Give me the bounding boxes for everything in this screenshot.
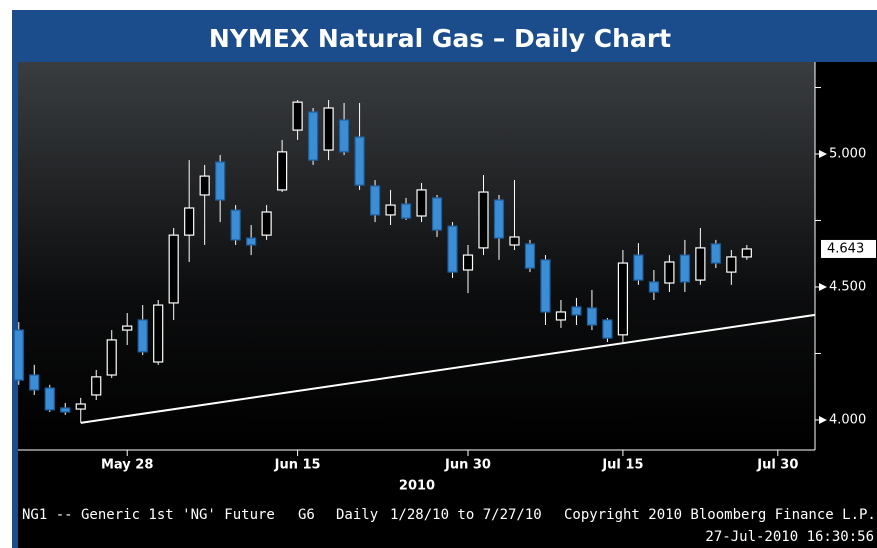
- y-tick-label: 4.500: [829, 279, 866, 294]
- candle-body: [400, 203, 412, 219]
- candle-body: [168, 234, 179, 304]
- candle-body: [571, 306, 582, 316]
- chart-title: NYMEX Natural Gas – Daily Chart: [209, 24, 671, 53]
- candle-body: [122, 325, 133, 331]
- trendline: [80, 313, 816, 424]
- candle-body: [13, 329, 24, 381]
- candle-body: [633, 254, 644, 281]
- candle-body: [509, 236, 520, 246]
- candle-body: [695, 247, 706, 281]
- candle-body: [106, 339, 117, 376]
- x-tick-label: Jul 30: [756, 458, 798, 473]
- candle-body: [710, 243, 721, 264]
- candle-body: [307, 111, 319, 161]
- candle-body: [493, 199, 505, 239]
- candle-body: [91, 376, 102, 396]
- footer-security: NG1 -- Generic 1st 'NG' Future: [22, 507, 275, 523]
- candle-body: [478, 191, 489, 249]
- footer-period: Daily: [336, 507, 378, 523]
- candle-body: [726, 256, 737, 273]
- candle-body: [416, 189, 427, 217]
- y-tick-pointer: [819, 415, 827, 424]
- candle-body: [261, 211, 272, 236]
- footer-page: G6: [298, 507, 315, 523]
- candle-body: [137, 319, 148, 353]
- candle-body: [586, 307, 598, 326]
- x-tick-label: May 28: [101, 458, 153, 473]
- x-tick-label: Jul 15: [601, 458, 643, 473]
- candle-body: [617, 262, 629, 336]
- candle-body: [338, 119, 350, 153]
- candle-body: [323, 107, 334, 151]
- candle-body: [431, 197, 443, 231]
- candle-body: [75, 403, 86, 410]
- footer-timestamp: 27-Jul-2010 16:30:56: [705, 529, 874, 545]
- candle-body: [292, 101, 303, 131]
- candle-body: [230, 209, 241, 241]
- y-tick-pointer: [819, 282, 827, 291]
- last-price-label: 4.643: [827, 241, 864, 256]
- candle-body: [199, 175, 210, 196]
- candle-body: [215, 161, 226, 201]
- candle-body: [540, 259, 551, 313]
- candle-body: [246, 237, 257, 246]
- footer-copyright: Copyright 2010 Bloomberg Finance L.P.: [564, 507, 876, 523]
- candle-body: [602, 319, 613, 339]
- candle-body: [524, 243, 536, 269]
- candle-body: [741, 248, 752, 258]
- candle-body: [555, 311, 567, 321]
- x-tick-label: Jun 15: [274, 458, 321, 473]
- candle-body: [184, 207, 195, 236]
- candle-body: [60, 407, 71, 413]
- last-price-box: [821, 239, 876, 258]
- candle-body: [648, 281, 659, 293]
- y-tick-label: 4.000: [829, 412, 866, 427]
- candle-body: [153, 304, 164, 363]
- y-tick-pointer: [819, 150, 827, 159]
- candle-body: [369, 185, 381, 216]
- footer-range: 1/28/10 to 7/27/10: [390, 507, 542, 523]
- candle-body: [462, 254, 474, 271]
- candle-body: [29, 374, 40, 391]
- candle-body: [447, 225, 458, 273]
- candle-body: [44, 387, 55, 411]
- candle-body: [354, 136, 365, 186]
- year-label: 2010: [399, 479, 435, 494]
- candle-body: [385, 204, 396, 216]
- y-tick-label: 5.000: [829, 147, 866, 162]
- candle-body: [679, 254, 690, 283]
- candle-body: [277, 151, 288, 191]
- candle-body: [664, 261, 675, 284]
- x-tick-label: Jun 30: [444, 458, 491, 473]
